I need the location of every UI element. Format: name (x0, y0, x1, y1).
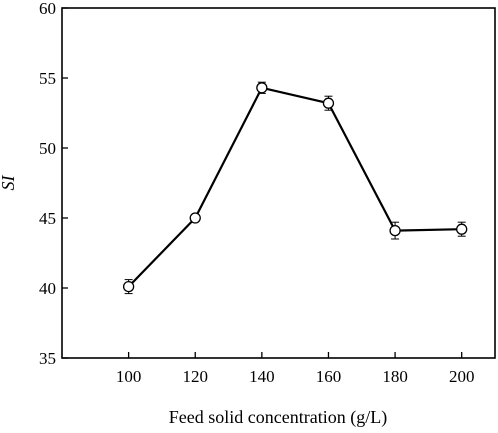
x-tick-label: 140 (249, 367, 275, 386)
data-point (456, 223, 468, 235)
y-tick-label: 60 (39, 0, 56, 18)
x-tick-label: 100 (116, 367, 142, 386)
data-point (322, 97, 335, 109)
y-tick-label: 55 (39, 69, 56, 88)
y-tick-label: 35 (39, 349, 56, 368)
x-axis: 100 120 140 160 180 200 (116, 352, 475, 386)
plot-frame (61, 7, 496, 359)
y-tick-label: 45 (39, 209, 56, 228)
y-tick-label: 40 (39, 279, 56, 298)
y-axis: 35 40 45 50 55 60 (39, 0, 68, 368)
data-point (189, 212, 201, 224)
x-tick-label: 180 (382, 367, 408, 386)
data-point (256, 82, 268, 94)
data-point (389, 224, 401, 237)
y-axis-title: SI (0, 175, 18, 191)
x-axis-title: Feed solid concentration (g/L) (169, 407, 387, 428)
series-layer (122, 81, 468, 295)
y-tick-label: 50 (39, 139, 56, 158)
x-tick-label: 200 (449, 367, 475, 386)
data-point (122, 280, 135, 293)
series-line (127, 86, 462, 288)
x-tick-label: 160 (316, 367, 342, 386)
x-tick-label: 120 (182, 367, 208, 386)
